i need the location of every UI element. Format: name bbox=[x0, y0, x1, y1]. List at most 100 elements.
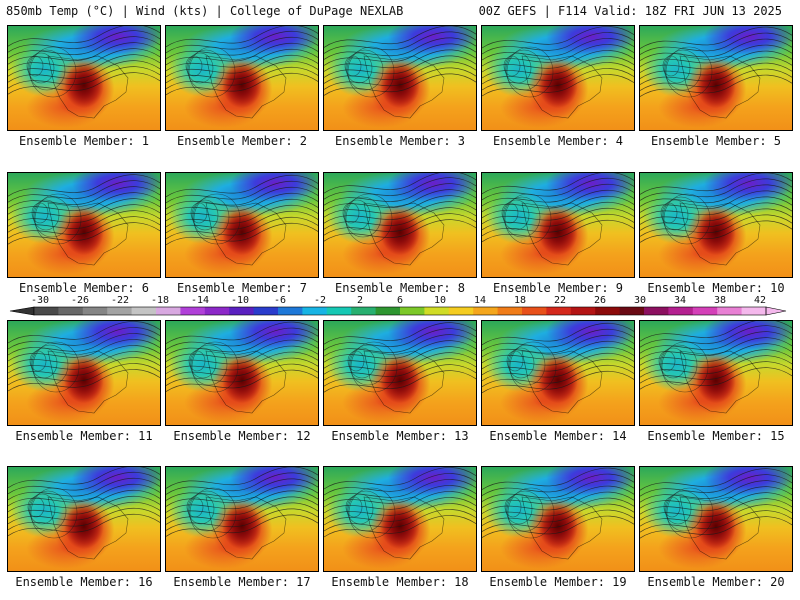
temperature-map bbox=[481, 25, 635, 131]
ensemble-member-label: Ensemble Member: 10 bbox=[647, 281, 785, 295]
colorbar-swatch bbox=[278, 307, 303, 315]
ensemble-member-label: Ensemble Member: 12 bbox=[173, 429, 311, 443]
temperature-map bbox=[323, 320, 477, 426]
colorbar-swatch bbox=[253, 307, 279, 315]
ensemble-member-panel: Ensemble Member: 8 bbox=[323, 172, 477, 295]
ensemble-member-label: Ensemble Member: 2 bbox=[176, 134, 308, 148]
ensemble-member-label: Ensemble Member: 4 bbox=[492, 134, 624, 148]
wind-contour-lines bbox=[166, 321, 318, 414]
colorbar-scale bbox=[9, 306, 787, 316]
colorbar-tick-labels: -30 -26 -22 -18 -14 -10 -6 -2 2 6 10 14 18 22 26 30 34 38… bbox=[0, 296, 800, 307]
colorbar-swatch bbox=[741, 307, 767, 315]
temperature-map bbox=[165, 466, 319, 572]
colorbar-tick-label: 6 bbox=[396, 295, 404, 306]
colorbar-tick-label: 2 bbox=[356, 295, 364, 306]
ensemble-member-label: Ensemble Member: 13 bbox=[331, 429, 469, 443]
ensemble-member-label: Ensemble Member: 5 bbox=[650, 134, 782, 148]
ensemble-member-panel: Ensemble Member: 18 bbox=[323, 466, 477, 589]
colorbar-swatch bbox=[497, 307, 523, 315]
temperature-map bbox=[639, 320, 793, 426]
wind-contour-lines bbox=[8, 321, 160, 414]
ensemble-member-label: Ensemble Member: 7 bbox=[176, 281, 308, 295]
temperature-map bbox=[7, 25, 161, 131]
colorbar-swatch bbox=[619, 307, 645, 315]
temperature-map bbox=[481, 172, 635, 278]
ensemble-member-label: Ensemble Member: 19 bbox=[489, 575, 627, 589]
temperature-map bbox=[165, 320, 319, 426]
colorbar-swatch bbox=[229, 307, 254, 315]
wind-contour-lines bbox=[324, 322, 476, 414]
temperature-map bbox=[165, 25, 319, 131]
ensemble-member-panel: Ensemble Member: 2 bbox=[165, 25, 319, 148]
wind-contour-lines bbox=[482, 26, 634, 119]
colorbar-tick-label: -30 bbox=[30, 295, 50, 306]
ensemble-member-label: Ensemble Member: 8 bbox=[334, 281, 466, 295]
colorbar-swatch bbox=[351, 307, 376, 315]
wind-contour-lines bbox=[324, 467, 476, 560]
wind-contour-lines bbox=[166, 174, 318, 266]
colorbar-tick-label: 42 bbox=[753, 295, 767, 306]
colorbar-tick-label: -2 bbox=[313, 295, 327, 306]
colorbar-swatch bbox=[522, 307, 547, 315]
header-bar: 850mb Temp (°C) | Wind (kts) | College o… bbox=[0, 0, 800, 22]
colorbar-swatch bbox=[326, 307, 352, 315]
colorbar-swatch bbox=[546, 307, 572, 315]
temperature-map bbox=[7, 320, 161, 426]
wind-contour-lines bbox=[8, 467, 160, 560]
colorbar-tick-label: 34 bbox=[673, 295, 687, 306]
colorbar-swatch bbox=[692, 307, 718, 315]
ensemble-member-panel: Ensemble Member: 14 bbox=[481, 320, 635, 443]
colorbar-swatch bbox=[156, 307, 181, 315]
colorbar-tick-label: 38 bbox=[713, 295, 727, 306]
ensemble-member-panel: Ensemble Member: 16 bbox=[7, 466, 161, 589]
ensemble-member-panel: Ensemble Member: 6 bbox=[7, 172, 161, 295]
wind-contour-lines bbox=[482, 467, 634, 560]
wind-contour-lines bbox=[640, 468, 792, 560]
colorbar-swatch bbox=[400, 307, 425, 315]
wind-contour-lines bbox=[640, 26, 792, 119]
colorbar-swatch bbox=[34, 307, 59, 315]
wind-contour-lines bbox=[324, 26, 476, 119]
temperature-map bbox=[323, 466, 477, 572]
ensemble-member-panel: Ensemble Member: 10 bbox=[639, 172, 793, 295]
temperature-map bbox=[639, 172, 793, 278]
colorbar-swatch bbox=[82, 307, 108, 315]
colorbar-min-arrow bbox=[9, 306, 35, 316]
colorbar-tick-label: 14 bbox=[473, 295, 487, 306]
colorbar-tick-label: 22 bbox=[553, 295, 567, 306]
wind-contour-lines bbox=[640, 321, 792, 414]
ensemble-member-label: Ensemble Member: 17 bbox=[173, 575, 311, 589]
wind-contour-lines bbox=[324, 173, 476, 266]
ensemble-member-panel: Ensemble Member: 9 bbox=[481, 172, 635, 295]
ensemble-member-label: Ensemble Member: 11 bbox=[15, 429, 153, 443]
ensemble-member-label: Ensemble Member: 1 bbox=[18, 134, 150, 148]
ensemble-member-label: Ensemble Member: 6 bbox=[18, 281, 150, 295]
temperature-map bbox=[481, 320, 635, 426]
temperature-colorbar: -30 -26 -22 -18 -14 -10 -6 -2 2 6 10 14 18 22 26 30 34 38… bbox=[0, 296, 800, 320]
ensemble-member-label: Ensemble Member: 9 bbox=[492, 281, 624, 295]
ensemble-member-panel: Ensemble Member: 3 bbox=[323, 25, 477, 148]
colorbar-tick-label: -14 bbox=[190, 295, 210, 306]
colorbar-tick-label: 10 bbox=[433, 295, 447, 306]
temperature-map bbox=[7, 466, 161, 572]
colorbar-swatch bbox=[302, 307, 328, 315]
colorbar-swatch bbox=[717, 307, 742, 315]
colorbar-tick-label: 18 bbox=[513, 295, 527, 306]
temperature-map bbox=[165, 172, 319, 278]
colorbar-tick-label: -18 bbox=[150, 295, 170, 306]
wind-contour-lines bbox=[640, 173, 792, 266]
wind-contour-lines bbox=[166, 467, 318, 560]
temperature-map bbox=[639, 25, 793, 131]
ensemble-member-panel: Ensemble Member: 11 bbox=[7, 320, 161, 443]
colorbar-tick-label: -26 bbox=[70, 295, 90, 306]
ensemble-member-panel: Ensemble Member: 17 bbox=[165, 466, 319, 589]
map-title: 850mb Temp (°C) | Wind (kts) | College o… bbox=[6, 4, 404, 18]
colorbar-swatch bbox=[424, 307, 450, 315]
ensemble-member-label: Ensemble Member: 3 bbox=[334, 134, 466, 148]
ensemble-member-panel: Ensemble Member: 19 bbox=[481, 466, 635, 589]
temperature-map bbox=[323, 172, 477, 278]
wind-contour-lines bbox=[166, 26, 318, 119]
colorbar-max-arrow bbox=[765, 306, 787, 316]
wind-contour-lines bbox=[8, 174, 160, 266]
run-valid-time: 00Z GEFS | F114 Valid: 18Z FRI JUN 13 20… bbox=[478, 4, 782, 18]
